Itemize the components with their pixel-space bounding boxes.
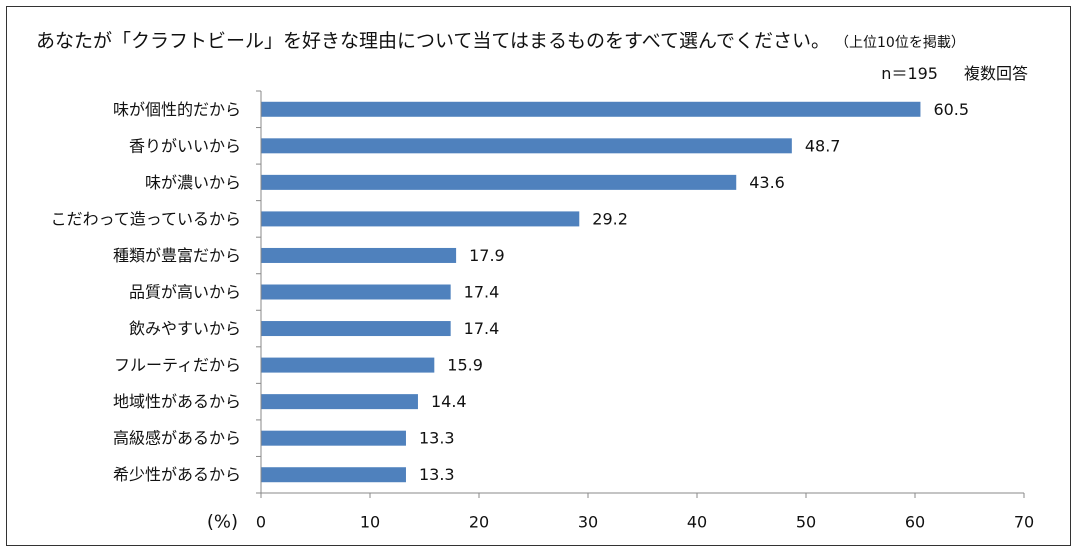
category-label: 味が個性的だから xyxy=(113,100,241,119)
value-label: 17.9 xyxy=(469,246,505,265)
value-label: 17.4 xyxy=(464,319,500,338)
bar xyxy=(261,321,451,337)
category-label: 品質が高いから xyxy=(129,283,241,302)
category-label: 香りがいいから xyxy=(129,136,241,155)
bar xyxy=(261,211,580,227)
value-label: 14.4 xyxy=(431,392,467,411)
chart-title-note: （上位10位を掲載） xyxy=(842,35,965,51)
value-label: 60.5 xyxy=(933,100,969,119)
x-tick-label: 50 xyxy=(796,513,816,532)
x-tick-label: 60 xyxy=(905,513,925,532)
x-tick-label: 20 xyxy=(469,513,489,532)
value-label: 17.4 xyxy=(464,283,500,302)
category-label: 希少性があるから xyxy=(113,465,241,484)
category-label: こだわって造っているから xyxy=(51,209,241,228)
category-label: 地域性があるから xyxy=(113,392,241,411)
bar xyxy=(261,138,792,154)
sample-info: n＝195 複数回答 xyxy=(881,60,1028,84)
sample-size: n＝195 xyxy=(881,64,938,83)
x-tick-label: 0 xyxy=(256,513,266,532)
value-label: 48.7 xyxy=(805,136,841,155)
bar xyxy=(261,247,457,263)
x-tick-label: 10 xyxy=(360,513,380,532)
category-label: 高級感があるから xyxy=(113,429,241,448)
chart-title-text: あなたが「クラフトビール」を好きな理由について当てはまるものをすべて選んでくださ… xyxy=(36,30,831,52)
axes-group xyxy=(256,90,1025,498)
bar xyxy=(261,394,418,410)
value-label: 29.2 xyxy=(592,209,628,228)
x-tick-label: 40 xyxy=(687,513,707,532)
labels-group: 味が個性的だから 60.5 香りがいいから 48.7 味が濃いから 43.6 こだわって造っ… xyxy=(51,100,1035,533)
bar xyxy=(261,101,921,117)
response-type: 複数回答 xyxy=(963,64,1028,83)
value-label: 43.6 xyxy=(749,173,785,192)
bars-group xyxy=(261,101,921,483)
category-label: フルーティだから xyxy=(114,356,241,375)
value-label: 15.9 xyxy=(447,356,483,375)
bar xyxy=(261,467,406,483)
category-label: 味が濃いから xyxy=(145,173,241,192)
category-label: 種類が豊富だから xyxy=(113,246,241,265)
x-tick-label: 70 xyxy=(1014,513,1034,532)
chart-title: あなたが「クラフトビール」を好きな理由について当てはまるものをすべて選んでくださ… xyxy=(36,26,965,53)
value-label: 13.3 xyxy=(419,429,455,448)
bar xyxy=(261,357,435,373)
bar xyxy=(261,430,406,446)
category-label: 飲みやすいから xyxy=(129,319,241,338)
bar xyxy=(261,284,451,300)
chart-border xyxy=(6,6,1071,546)
bar xyxy=(261,174,737,190)
value-label: 13.3 xyxy=(419,465,455,484)
x-axis-unit-label: (%) xyxy=(207,512,238,533)
x-tick-label: 30 xyxy=(578,513,598,532)
